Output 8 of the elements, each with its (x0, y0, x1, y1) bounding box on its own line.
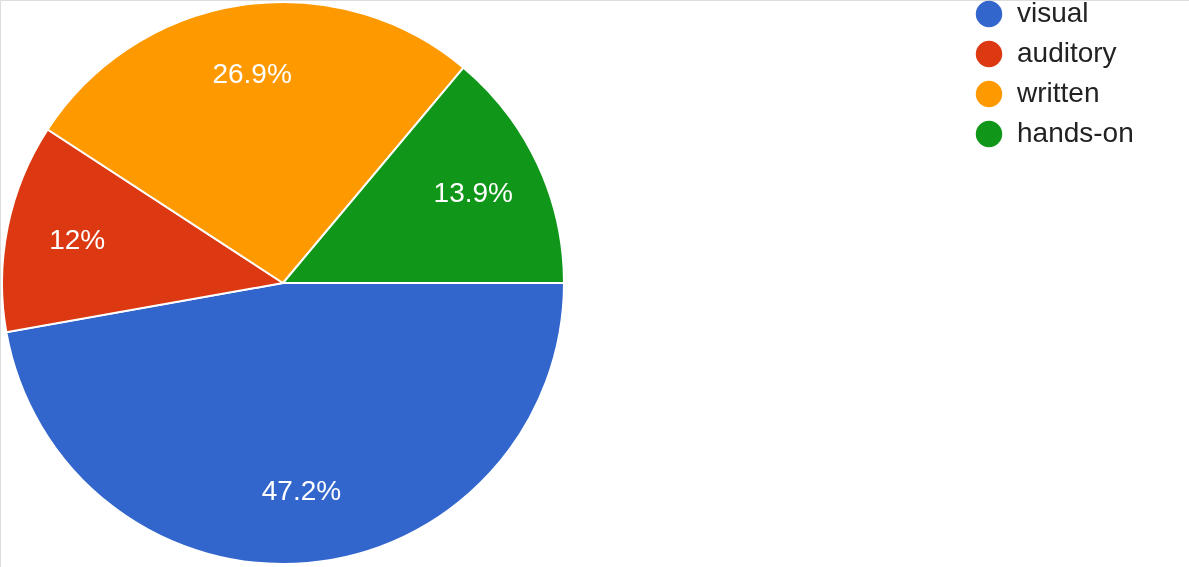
data-label: 13.9% (433, 177, 513, 209)
legend-label: hands-on (1017, 117, 1134, 148)
legend-label: visual (1017, 0, 1089, 28)
data-label: 47.2% (261, 475, 342, 507)
legend-label: written (1016, 77, 1100, 108)
data-label: 12% (49, 224, 106, 256)
legend-label: auditory (1017, 37, 1117, 68)
data-label: 26.9% (212, 58, 292, 90)
